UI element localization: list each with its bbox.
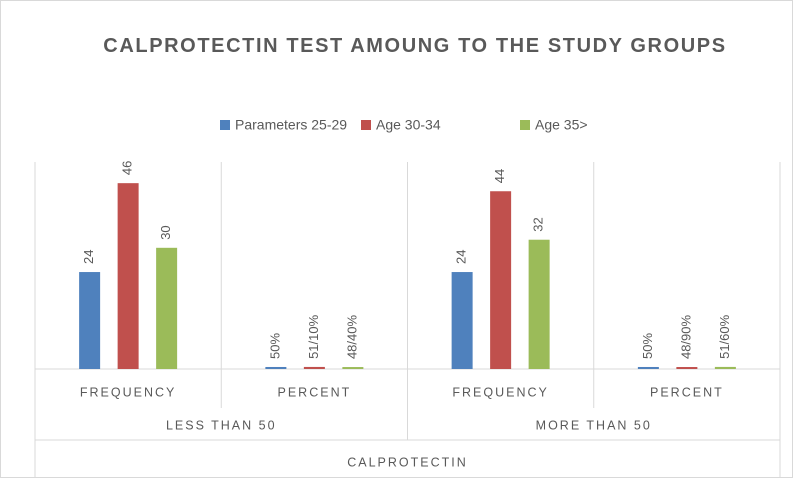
- data-label: 51/60%: [717, 314, 732, 359]
- data-label: 51/10%: [306, 314, 321, 359]
- data-label: 24: [81, 250, 96, 264]
- data-label: 46: [120, 161, 135, 175]
- legend-swatch: [520, 120, 530, 130]
- x-tick-label: PERCENT: [278, 385, 352, 399]
- bar: [490, 191, 512, 369]
- bar: [265, 366, 287, 369]
- x-tick-label: FREQUENCY: [452, 385, 548, 399]
- data-label: 24: [454, 250, 469, 264]
- bar: [303, 366, 325, 369]
- bar: [156, 247, 178, 369]
- data-label: 32: [531, 217, 546, 231]
- bar: [342, 367, 364, 369]
- x-axis-title: CALPROTECTIN: [347, 455, 468, 469]
- x-tick-label: FREQUENCY: [80, 385, 176, 399]
- legend-label: Parameters 25-29: [235, 117, 347, 133]
- bar: [117, 183, 139, 369]
- bar: [79, 272, 101, 369]
- group-label: LESS THAN 50: [166, 418, 277, 432]
- data-label: 44: [492, 169, 507, 183]
- data-label: 50%: [640, 333, 655, 359]
- bar: [676, 367, 698, 369]
- chart-title: CALPROTECTIN TEST AMOUNG TO THE STUDY GR…: [103, 35, 727, 57]
- bar: [528, 239, 550, 369]
- legend-label: Age 30-34: [376, 117, 441, 133]
- x-tick-label: PERCENT: [650, 385, 724, 399]
- legend-label: Age 35>: [535, 117, 588, 133]
- legend-swatch: [361, 120, 371, 130]
- data-label: 48/40%: [344, 315, 359, 360]
- data-label: 30: [158, 225, 173, 239]
- bar: [451, 272, 473, 369]
- group-label: MORE THAN 50: [536, 418, 652, 432]
- data-label: 50%: [267, 333, 282, 359]
- data-label: 48/90%: [678, 314, 693, 359]
- legend-swatch: [220, 120, 230, 130]
- bar: [637, 366, 659, 369]
- bar: [714, 366, 736, 369]
